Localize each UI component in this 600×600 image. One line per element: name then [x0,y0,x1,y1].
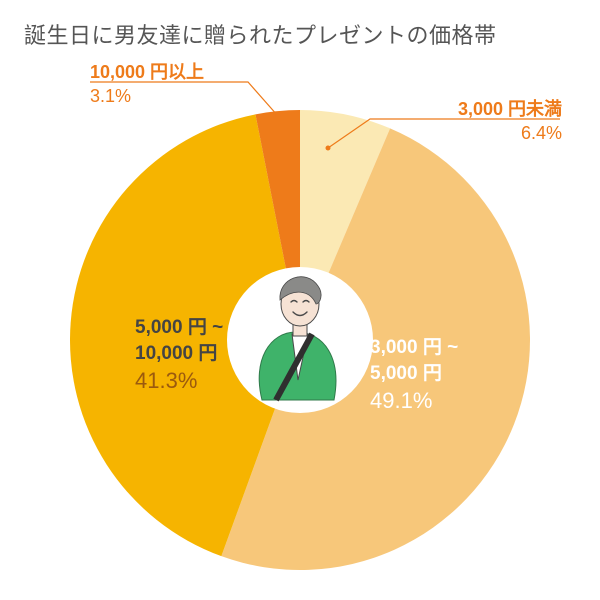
callout-label-under-3000: 3,000 円未満 6.4% [402,97,562,146]
callout-label-over-10000: 10,000 円以上 3.1% [90,60,204,109]
callout-pct: 6.4% [402,121,562,145]
slice-range: 3,000 円 ~ 5,000 円 [370,335,458,386]
chart-title-text: 誕生日に男友達に贈られたプレゼントの価格帯 [24,23,497,48]
callout-range: 3,000 円未満 [402,97,562,121]
slice-pct: 49.1% [370,386,458,416]
slice-range: 5,000 円 ~ 10,000 円 [135,315,223,366]
chart-title: 誕生日に男友達に贈られたプレゼントの価格帯 [24,18,497,50]
slice-label-3000-5000: 3,000 円 ~ 5,000 円 49.1% [370,335,458,416]
slice-label-5000-10000: 5,000 円 ~ 10,000 円 41.3% [135,315,223,396]
chart-container: 誕生日に男友達に贈られたプレゼントの価格帯 3,000 円未満 6.4% 10,… [0,0,600,600]
callout-range: 10,000 円以上 [90,60,204,84]
callout-pct: 3.1% [90,84,204,108]
slice-pct: 41.3% [135,366,223,396]
